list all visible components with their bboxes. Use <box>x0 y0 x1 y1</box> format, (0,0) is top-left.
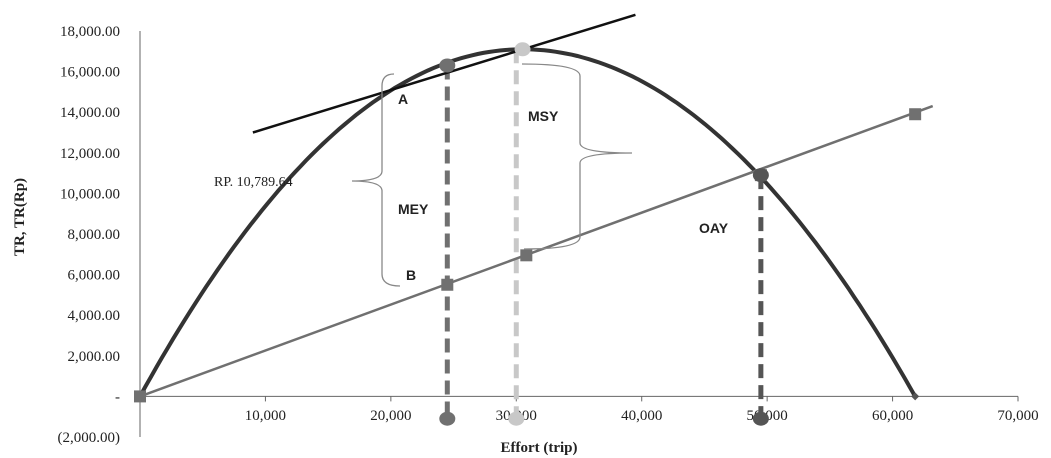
label-mey: MEY <box>398 201 429 217</box>
x-tick-label: 40,000 <box>621 408 662 424</box>
y-tick-label: 4,000.00 <box>68 308 121 324</box>
tr-curve <box>138 47 917 398</box>
x-axis-title: Effort (trip) <box>500 440 577 456</box>
x-tick-label: 60,000 <box>872 408 913 424</box>
tr-point-marker <box>752 168 769 183</box>
y-axis-ticks: 18,000.00 16,000.00 14,000.00 12,000.00 10,0… <box>58 24 121 446</box>
effort-point-marker <box>508 411 525 426</box>
y-tick-label: 16,000.00 <box>60 65 120 81</box>
y-tick-label: 2,000.00 <box>68 349 121 365</box>
effort-point-marker <box>439 411 456 426</box>
label-b: B <box>406 267 416 283</box>
x-tick-label: 70,000 <box>997 408 1038 424</box>
y-tick-label: 10,000.00 <box>60 186 120 202</box>
vertical-guides <box>444 49 764 417</box>
tr-point-marker <box>439 58 456 73</box>
y-axis-title: TR, TR(Rp) <box>12 178 28 256</box>
label-rp: RP. 10,789.64 <box>214 175 293 190</box>
tc-point-marker <box>520 249 533 262</box>
x-tick-label: 20,000 <box>370 408 411 424</box>
y-tick-label: 8,000.00 <box>68 227 121 243</box>
markers <box>134 42 922 426</box>
effort-point-marker <box>752 411 769 426</box>
mey-brace <box>351 73 401 287</box>
label-a: A <box>398 91 408 107</box>
y-tick-label: 6,000.00 <box>68 268 121 284</box>
y-tick-label: 12,000.00 <box>60 146 120 162</box>
root-marker <box>911 392 920 401</box>
x-axis-ticks: 10,00020,00030,00040,00050,00060,00070,0… <box>245 396 1039 424</box>
y-tick-label: (2,000.00) <box>58 430 121 446</box>
tc-point-marker <box>909 108 922 121</box>
tc-point-marker <box>134 390 146 403</box>
label-msy: MSY <box>528 108 559 124</box>
tc-point-marker <box>441 278 454 291</box>
tr-point-marker <box>514 42 531 57</box>
label-oay: OAY <box>699 220 729 236</box>
tc-line <box>139 104 934 398</box>
msy-brace <box>521 63 633 250</box>
y-tick-label: - <box>115 389 120 405</box>
y-tick-label: 14,000.00 <box>60 105 120 121</box>
y-tick-label: 18,000.00 <box>60 24 120 40</box>
tangent-line <box>252 13 636 134</box>
x-tick-label: 10,000 <box>245 408 286 424</box>
